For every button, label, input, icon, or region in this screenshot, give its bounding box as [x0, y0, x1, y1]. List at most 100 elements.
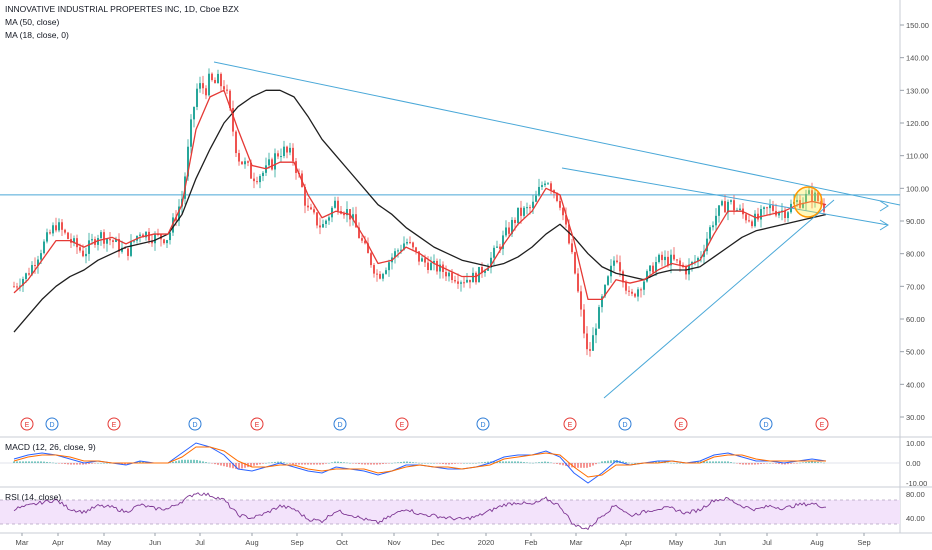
macd-hist-bar — [85, 463, 87, 465]
macd-hist-bar — [280, 461, 282, 463]
candle-body — [205, 88, 207, 96]
macd-hist-bar — [466, 463, 468, 464]
earnings-marker — [107, 417, 121, 431]
candle-body — [466, 279, 468, 283]
macd-hist-bar — [328, 463, 330, 464]
macd-hist-bar — [637, 463, 639, 464]
macd-hist-bar — [100, 463, 102, 464]
macd-hist-bar — [712, 461, 714, 463]
x-tick-label: Jun — [714, 538, 726, 547]
macd-hist-bar — [658, 461, 660, 463]
macd-hist-bar — [448, 463, 450, 465]
candle-body — [439, 264, 441, 272]
macd-hist-bar — [82, 463, 84, 465]
ma18-line — [13, 89, 827, 301]
macd-hist-bar — [244, 463, 246, 468]
macd-hist-bar — [562, 463, 564, 466]
macd-y-tick: 10.00 — [906, 439, 925, 448]
macd-hist-bar — [187, 459, 189, 463]
macd-hist-bar — [664, 462, 666, 463]
macd-hist-bar — [757, 463, 759, 465]
macd-hist-bar — [412, 462, 414, 463]
x-tick-label: Sep — [857, 538, 870, 547]
candle-body — [358, 227, 360, 239]
candle-body — [625, 282, 627, 291]
candle-body — [643, 281, 645, 290]
macd-hist-bar — [706, 461, 708, 463]
candle-body — [286, 146, 288, 153]
candle-body — [559, 200, 561, 208]
candle-body — [706, 238, 708, 252]
macd-hist-bar — [703, 461, 705, 463]
candle-body — [565, 215, 567, 225]
candle-body — [49, 232, 51, 234]
macd-hist-bar — [493, 461, 495, 463]
macd-hist-bar — [520, 461, 522, 463]
macd-hist-bar — [310, 463, 312, 465]
candle-body — [685, 267, 687, 275]
macd-hist-bar — [796, 463, 798, 464]
macd-hist-bar — [586, 463, 588, 468]
y-tick-label: 110.00 — [906, 152, 928, 161]
y-tick-label: 50.00 — [906, 348, 925, 357]
candle-body — [739, 208, 741, 210]
macd-hist-bar — [673, 463, 675, 464]
macd-hist-bar — [445, 463, 447, 465]
macd-hist-bar — [478, 462, 480, 464]
macd-hist-bar — [127, 463, 129, 465]
macd-hist-bar — [721, 461, 723, 463]
macd-hist-bar — [676, 463, 678, 464]
macd-hist-bar — [76, 463, 78, 465]
macd-hist-bar — [424, 463, 426, 464]
macd-hist-bar — [349, 463, 351, 464]
candle-body — [745, 214, 747, 221]
macd-hist-bar — [784, 463, 786, 465]
candle-body — [115, 238, 117, 242]
macd-hist-bar — [139, 461, 141, 463]
candle-body — [433, 260, 435, 263]
macd-hist-bar — [172, 461, 174, 463]
candle-body — [430, 262, 432, 270]
candle-body — [511, 219, 513, 234]
y-tick-label: 130.00 — [906, 86, 929, 95]
candle-body — [526, 207, 528, 209]
macd-signal-line — [13, 446, 826, 478]
x-tick-label: May — [669, 538, 683, 547]
macd-hist-bar — [79, 463, 81, 465]
macd-hist-bar — [814, 461, 816, 463]
candle-body — [217, 73, 219, 84]
trendline — [213, 61, 901, 206]
candle-body — [457, 281, 459, 284]
ma18-legend: MA (18, close, 0) — [5, 30, 69, 40]
candle-body — [361, 238, 363, 241]
candle-body — [55, 225, 57, 231]
candle-body — [418, 251, 420, 262]
macd-hist-bar — [544, 461, 546, 463]
candle-body — [46, 232, 48, 242]
candle-body — [76, 238, 78, 248]
macd-hist-bar — [334, 461, 336, 463]
candle-body — [280, 156, 282, 158]
macd-hist-bar — [25, 461, 27, 463]
candle-body — [589, 349, 591, 351]
dividend-marker — [618, 417, 632, 431]
candle-body — [67, 232, 69, 239]
candle-body — [709, 227, 711, 239]
ma50-legend: MA (50, close) — [5, 17, 60, 27]
macd-hist-bar — [226, 463, 228, 467]
macd-hist-bar — [574, 463, 576, 468]
candle-body — [274, 153, 276, 170]
macd-hist-bar — [763, 463, 765, 464]
macd-hist-bar — [13, 461, 15, 463]
macd-hist-bar — [769, 463, 771, 464]
y-tick-label: 30.00 — [906, 413, 925, 422]
x-tick-label: Aug — [810, 538, 823, 547]
candle-body — [169, 232, 171, 241]
candle-body — [28, 273, 30, 275]
candle-body — [748, 220, 750, 222]
macd-hist-bar — [823, 462, 825, 464]
macd-hist-bar — [787, 463, 789, 465]
macd-hist-bar — [475, 463, 477, 464]
macd-hist-bar — [697, 461, 699, 463]
